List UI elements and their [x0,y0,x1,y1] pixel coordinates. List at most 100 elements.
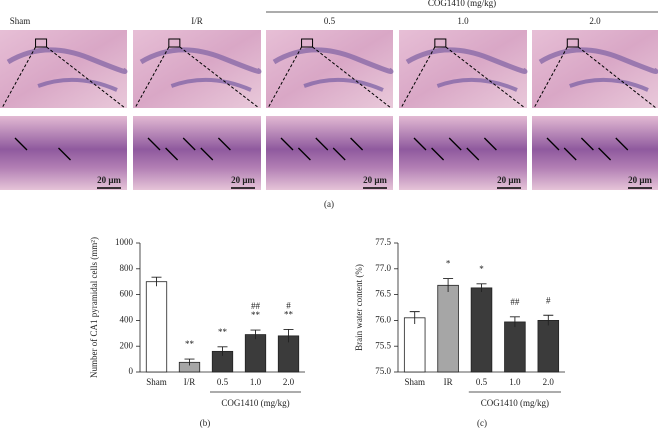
column-label: 0.5 [324,16,336,26]
panel-label: (b) [200,418,211,428]
error-bar [543,314,554,326]
bar [470,287,493,373]
zoom-line [312,46,392,109]
ca-band [139,47,262,74]
zoom-line [134,46,170,109]
bar [244,334,267,373]
y-tick-label: 75.5 [375,340,391,350]
bar [437,284,459,373]
y-tick-label: 800 [120,263,134,273]
arrow [466,147,480,161]
zoom-line [267,46,302,109]
zoom-line [533,46,568,109]
panel-label: (a) [324,199,334,209]
arrow [217,137,231,151]
y-axis-label: Number of CA1 pyramidal cells (mm²) [89,237,99,378]
group-label: COG1410 (mg/kg) [221,398,289,408]
x-tick-label: I/R [184,377,196,387]
zoom-line [400,46,436,109]
group-label: COG1410 (mg/kg) [481,398,549,408]
ca-band [538,47,658,74]
x-tick-label: 2.0 [543,377,555,387]
zoom-line [1,46,36,109]
y-tick-label: 400 [120,314,134,324]
error-bar [250,329,261,340]
arrow [563,147,577,161]
column-label: 1.0 [457,16,469,26]
error-bar [443,278,454,293]
arrow [332,147,346,161]
group-label: COG1410 (mg/kg) [428,0,496,8]
arrow [165,147,179,161]
bar [403,317,426,373]
error-bar [217,346,228,356]
significance: ** [218,327,228,337]
significance: ** [251,310,261,320]
overview-image [133,30,261,108]
significance: ** [185,339,195,349]
arrow [200,147,214,161]
zoom-line [577,46,657,109]
arrow [58,147,71,161]
zoom-line [445,46,526,109]
significance: # [286,300,291,310]
error-bar [151,276,162,287]
scale-bar-label: 20 μm [363,175,387,185]
zoom-box [434,38,447,48]
scale-bar-label: 20 μm [97,175,121,185]
x-tick-label: 0.5 [217,377,229,387]
error-bar [476,283,487,293]
dg-band [37,77,118,92]
detail-image [399,116,527,190]
y-tick-label: 0 [129,366,134,376]
x-tick-label: 1.0 [250,377,262,387]
zoom-line [46,46,126,109]
significance: # [546,295,551,305]
error-bar [184,358,195,366]
column-label: 2.0 [589,16,601,26]
ca-band [272,47,394,74]
x-tick-label: 2.0 [283,377,295,387]
arrow [280,137,294,151]
overview-image [532,30,658,108]
dg-band [436,77,518,92]
error-bar [283,328,294,343]
x-tick-label: 1.0 [509,377,521,387]
dg-band [303,77,384,92]
significance: ## [510,297,520,307]
arrow [580,137,594,151]
error-bar [409,311,420,325]
overview-image [399,30,527,108]
column-label: I/R [191,16,203,26]
y-tick-label: 75.0 [375,366,391,376]
y-tick-label: 77.0 [375,263,391,273]
zoom-box [35,38,48,48]
zoom-line [179,46,260,109]
y-tick-label: 1000 [115,237,134,247]
arrow [483,137,497,151]
y-tick-label: 77.5 [375,237,391,247]
y-tick-label: 600 [120,289,134,299]
y-tick-label: 76.0 [375,314,391,324]
panel-label: (c) [477,418,487,428]
detail-image [532,116,658,190]
detail-image [133,116,261,190]
error-bar [509,316,520,328]
column-label: Sham [10,16,31,26]
bar [537,319,560,373]
arrow [182,137,196,151]
x-tick-label: Sham [146,377,167,387]
overview-image [0,30,127,108]
arrow [615,137,629,151]
significance: ** [284,309,294,319]
scale-bar-label: 20 μm [628,175,652,185]
y-axis-label: Brain water content (%) [354,264,364,351]
y-tick-label: 76.5 [375,289,391,299]
arrow [315,137,329,151]
x-tick-label: 0.5 [476,377,488,387]
bar [145,281,168,373]
scale-bar-label: 20 μm [497,175,521,185]
histology-panel: 20 μm 20 μm 20 μm 20 μm 20 μm [0,30,658,190]
arrow [147,137,161,151]
